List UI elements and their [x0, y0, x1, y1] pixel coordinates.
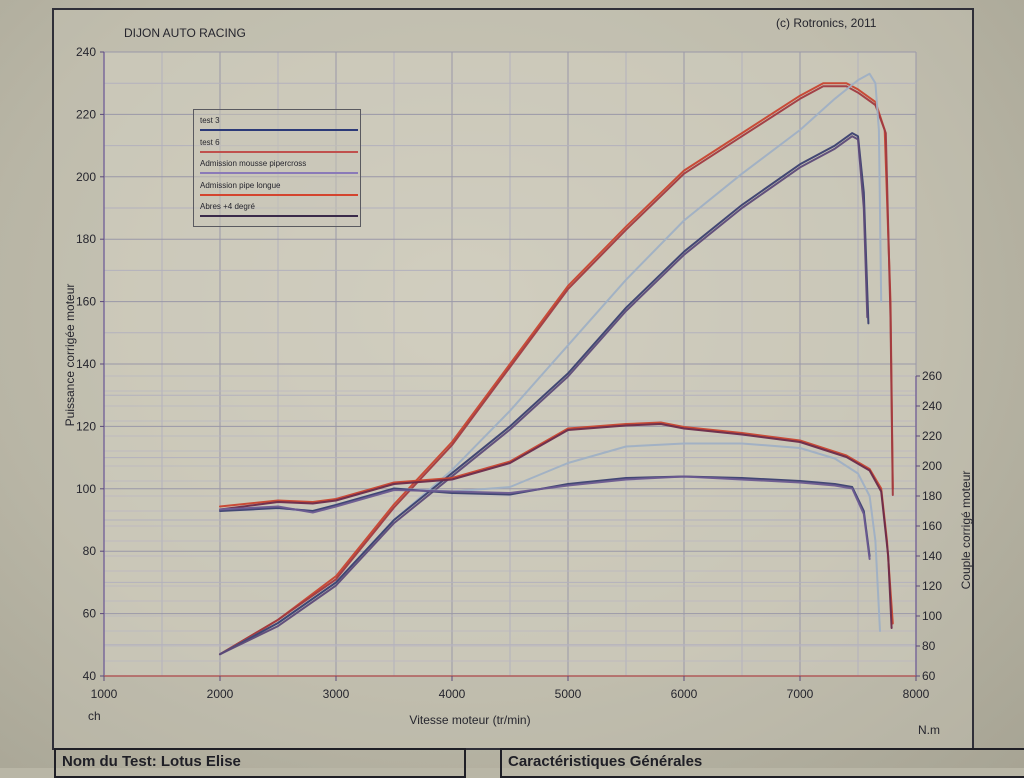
- legend-label: Abres +4 degré: [200, 202, 255, 211]
- x-tick-label: 7000: [787, 687, 814, 701]
- y2-tick-label: 180: [922, 489, 942, 503]
- legend-label: Admission pipe longue: [200, 181, 281, 190]
- y2-tick-label: 220: [922, 429, 942, 443]
- y2-tick-label: 60: [922, 669, 936, 683]
- series-line-torque-9: [219, 475, 871, 560]
- y-tick-label: 80: [83, 544, 97, 558]
- legend-item: test 6: [200, 138, 358, 158]
- legend-label: Admission mousse pipercross: [200, 159, 307, 168]
- legend-item: test 3: [200, 116, 358, 136]
- y-tick-label: 60: [83, 607, 97, 621]
- legend-item: Admission mousse pipercross: [200, 159, 358, 179]
- test-name-box: Nom du Test: Lotus Elise: [54, 748, 466, 778]
- legend-swatch: [200, 129, 358, 131]
- characteristics-box: Caractéristiques Générales: [500, 748, 1024, 778]
- y2-tick-label: 260: [922, 369, 942, 383]
- y-tick-label: 120: [76, 419, 96, 433]
- y2-tick-label: 160: [922, 519, 942, 533]
- legend-label: test 6: [200, 138, 220, 147]
- y-tick-label: 180: [76, 232, 96, 246]
- right-unit-label: N.m: [918, 723, 940, 737]
- y2-tick-label: 80: [922, 639, 936, 653]
- series-line-power-4: [219, 135, 869, 656]
- y-tick-label: 100: [76, 482, 96, 496]
- series-line-torque-6: [219, 423, 893, 629]
- y-tick-label: 140: [76, 357, 96, 371]
- legend-item: Admission pipe longue: [200, 181, 358, 201]
- y-tick-label: 200: [76, 170, 96, 184]
- copyright-text: (c) Rotronics, 2011: [776, 16, 877, 30]
- x-tick-label: 8000: [903, 687, 930, 701]
- legend-item: Abres +4 degré: [200, 202, 358, 222]
- x-tick-label: 6000: [671, 687, 698, 701]
- y2-tick-label: 120: [922, 579, 942, 593]
- test-name: Nom du Test: Lotus Elise: [62, 753, 241, 770]
- y2-tick-label: 240: [922, 399, 942, 413]
- x-axis-label: Vitesse moteur (tr/min): [409, 713, 530, 727]
- legend-swatch: [200, 151, 358, 153]
- chart-legend: test 3 test 6 Admission mousse pipercros…: [193, 109, 361, 227]
- x-tick-label: 4000: [439, 687, 466, 701]
- y-tick-label: 160: [76, 295, 96, 309]
- x-tick-label: 3000: [323, 687, 350, 701]
- y2-tick-label: 140: [922, 549, 942, 563]
- company-name: DIJON AUTO RACING: [124, 26, 246, 40]
- legend-swatch: [200, 215, 358, 217]
- series-line-torque-8: [219, 475, 871, 557]
- series-line-power-3: [219, 132, 870, 656]
- characteristics-title: Caractéristiques Générales: [508, 753, 703, 770]
- left-unit-label: ch: [88, 709, 101, 723]
- x-tick-label: 2000: [207, 687, 234, 701]
- x-tick-label: 1000: [91, 687, 118, 701]
- legend-swatch: [200, 194, 358, 196]
- legend-label: test 3: [200, 116, 220, 125]
- y2-tick-label: 100: [922, 609, 942, 623]
- y-tick-label: 40: [83, 669, 97, 683]
- legend-swatch: [200, 172, 358, 174]
- y-axis-label: Puissance corrigée moteur: [63, 284, 77, 427]
- y-tick-label: 220: [76, 107, 96, 121]
- y-tick-label: 240: [76, 45, 96, 59]
- y2-tick-label: 200: [922, 459, 942, 473]
- y2-axis-label: Couple corrigé moteur: [959, 471, 973, 590]
- x-tick-label: 5000: [555, 687, 582, 701]
